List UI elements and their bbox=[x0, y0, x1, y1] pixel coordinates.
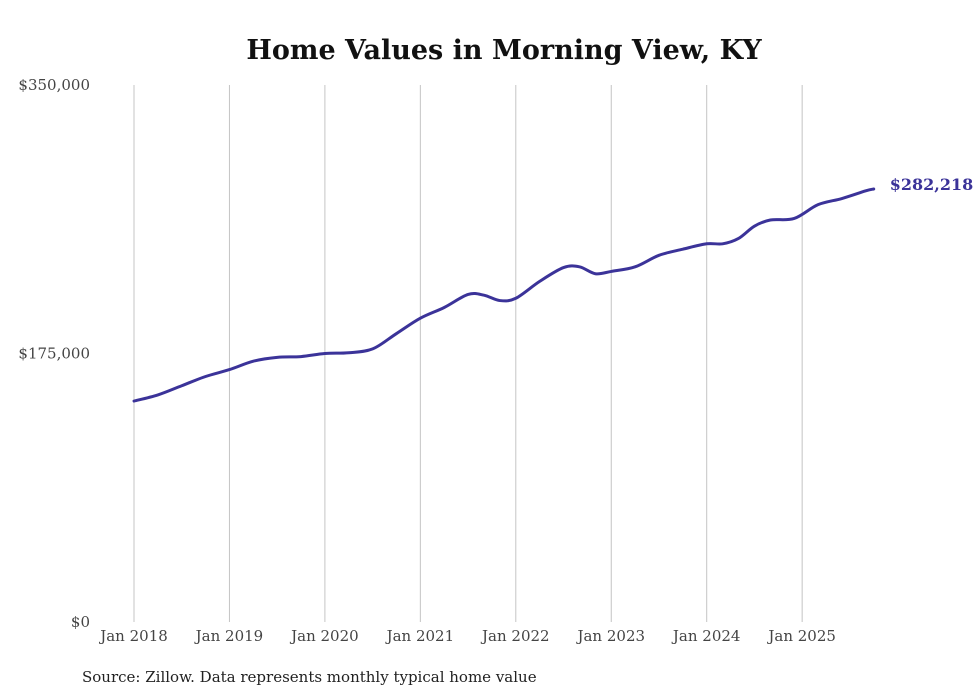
y-tick-label: $0 bbox=[71, 613, 90, 631]
y-tick-label: $350,000 bbox=[18, 76, 90, 94]
x-tick-label: Jan 2018 bbox=[98, 627, 168, 645]
end-value-label: $282,218 bbox=[890, 175, 974, 194]
y-tick-label: $175,000 bbox=[18, 345, 90, 363]
source-note: Source: Zillow. Data represents monthly … bbox=[82, 668, 537, 686]
chart-title: Home Values in Morning View, KY bbox=[246, 35, 762, 66]
x-tick-label: Jan 2024 bbox=[671, 627, 741, 645]
x-tick-label: Jan 2019 bbox=[194, 627, 264, 645]
x-tick-label: Jan 2023 bbox=[575, 627, 645, 645]
x-tick-label: Jan 2021 bbox=[385, 627, 455, 645]
x-tick-label: Jan 2020 bbox=[289, 627, 359, 645]
x-tick-label: Jan 2022 bbox=[480, 627, 550, 645]
x-tick-label: Jan 2025 bbox=[766, 627, 836, 645]
series-line bbox=[132, 187, 876, 403]
